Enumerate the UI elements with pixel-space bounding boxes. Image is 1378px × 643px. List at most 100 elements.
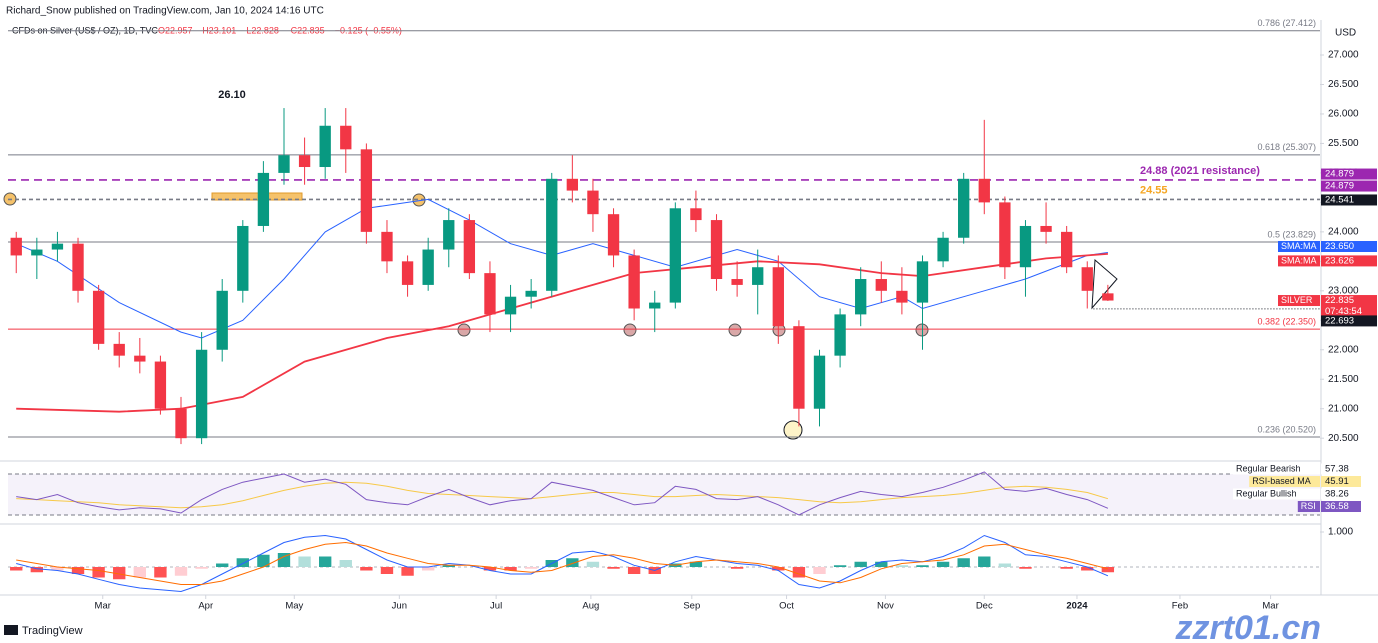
- macd-bar: [936, 561, 950, 567]
- candle-body: [463, 220, 476, 274]
- candle-body: [195, 349, 208, 439]
- macd-bar: [957, 558, 970, 567]
- level-label: 24.88 (2021 resistance): [1140, 165, 1260, 177]
- rsi-tag-label: 45.91: [1325, 476, 1349, 487]
- macd-bar: [401, 567, 414, 576]
- candle-body: [319, 125, 331, 168]
- price-tag-label: 22.835: [1325, 295, 1354, 306]
- price-tag: [1321, 180, 1377, 192]
- candle-body: [896, 290, 908, 303]
- candle-body: [175, 408, 187, 439]
- candle-body: [587, 190, 599, 215]
- macd-bar: [978, 556, 991, 567]
- macd-bar: [524, 567, 538, 569]
- macd-bar: [566, 558, 579, 567]
- x-tick-label: Apr: [198, 601, 213, 612]
- level-label: 0.382 (22.350): [1257, 317, 1316, 327]
- macd-bar: [277, 553, 291, 567]
- candle-body: [793, 326, 805, 409]
- macd-bar: [216, 563, 229, 567]
- tag-title: SMA:MA: [1281, 241, 1317, 251]
- candle-body: [340, 125, 352, 150]
- candle-body: [1060, 231, 1073, 268]
- candle-body: [916, 261, 929, 303]
- candle-body: [237, 225, 249, 291]
- x-tick-label: Aug: [582, 601, 599, 612]
- candle-body: [710, 220, 723, 280]
- rsi-tag: [1321, 488, 1361, 500]
- footer: TradingView: [22, 625, 83, 637]
- sma-line: [16, 253, 1108, 413]
- y-tick-label: 27.000: [1328, 50, 1359, 61]
- candle-body: [566, 178, 579, 191]
- macd-bar: [195, 567, 208, 569]
- price-tag: [1321, 240, 1377, 252]
- rsi-tag-label: 38.26: [1325, 489, 1349, 500]
- watermark: zzrt01.cn: [1175, 609, 1322, 643]
- candle-body: [813, 355, 826, 409]
- price-tag: [1321, 194, 1377, 206]
- marker: [728, 323, 742, 337]
- candle-body: [31, 249, 43, 256]
- macd-bar: [113, 567, 126, 580]
- macd-bar: [380, 567, 394, 574]
- y-tick-label: 26.000: [1328, 109, 1359, 120]
- candle-body: [1102, 293, 1114, 301]
- macd-bar: [174, 567, 188, 576]
- macd-bar: [854, 561, 867, 567]
- y-tick-label: 23.000: [1328, 285, 1359, 296]
- signal-line: [16, 541, 1109, 585]
- x-tick-label: Dec: [976, 601, 993, 612]
- candle-body: [154, 361, 167, 409]
- x-tick-label: 2024: [1066, 601, 1088, 612]
- rsi-tag-label: 36.58: [1325, 501, 1349, 512]
- rsi-tag-title-box: [1233, 463, 1320, 475]
- rsi-ma-line: [16, 481, 1109, 509]
- macd-bar: [730, 567, 744, 569]
- level-label: 0.236 (20.520): [1257, 424, 1316, 434]
- candle-body: [298, 155, 311, 168]
- candle-body: [443, 220, 455, 250]
- candle-body: [51, 243, 64, 250]
- candle-body: [649, 302, 661, 309]
- rsi-tag-title: Regular Bullish: [1236, 488, 1297, 498]
- candle-body: [978, 178, 990, 203]
- candle-body: [607, 214, 620, 256]
- price-tag-label: 24.541: [1325, 194, 1354, 205]
- y-tick-label: 22.000: [1328, 344, 1359, 355]
- macd-bar: [586, 561, 600, 567]
- macd-bar: [360, 567, 373, 571]
- candle-body: [731, 279, 743, 285]
- rsi-tag: [1321, 501, 1361, 512]
- candle-body: [1040, 225, 1052, 232]
- macd-tick-label: 1.000: [1328, 527, 1353, 538]
- tag-title-box: [1278, 240, 1320, 252]
- candle-body: [381, 231, 393, 262]
- x-tick-label: Feb: [1172, 601, 1188, 612]
- macd-bar: [442, 565, 455, 567]
- price-tag: [1321, 168, 1377, 180]
- annotation: 26.10: [218, 89, 246, 101]
- level-label: 0.786 (27.412): [1257, 18, 1316, 28]
- candle-body: [834, 314, 846, 356]
- macd-bar: [298, 556, 311, 567]
- x-tick-label: Mar: [95, 601, 111, 612]
- macd-bar: [607, 567, 620, 569]
- currency: USD: [1335, 28, 1356, 39]
- price-tag: [1321, 315, 1377, 327]
- candle-body: [855, 279, 867, 315]
- macd-bar: [421, 567, 435, 571]
- tv-logo: [4, 625, 18, 635]
- x-tick-label: Jul: [490, 601, 502, 612]
- rsi-tag-title-box: [1297, 501, 1320, 512]
- macd-bar: [916, 565, 929, 567]
- x-tick-label: Nov: [877, 601, 894, 612]
- rsi-line: [16, 471, 1109, 516]
- candle-body: [401, 261, 414, 285]
- rsi-tag: [1321, 476, 1361, 487]
- candle-body: [669, 208, 681, 303]
- candle-body: [422, 249, 434, 285]
- macd-bar: [154, 567, 167, 578]
- candle-body: [257, 172, 270, 226]
